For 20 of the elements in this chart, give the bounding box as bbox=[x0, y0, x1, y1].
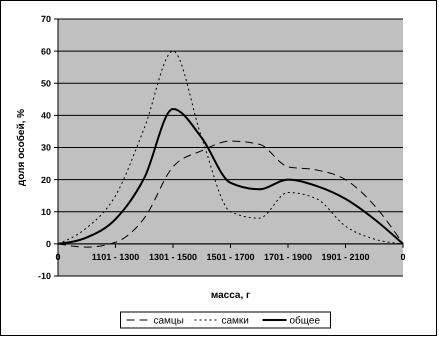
x-axis-title: масса, г bbox=[210, 290, 250, 301]
y-tick-label: 50 bbox=[40, 78, 51, 88]
x-tick-label: 1101 - 1300 bbox=[92, 252, 140, 262]
y-tick-label: 0 bbox=[46, 239, 51, 250]
x-tick-label: 1701 - 1900 bbox=[264, 252, 312, 262]
x-tick-label: 1301 - 1500 bbox=[148, 252, 198, 262]
legend-label: общее bbox=[290, 316, 320, 326]
y-axis-title: доля особей, % bbox=[16, 108, 27, 186]
y-tick-label: 60 bbox=[40, 46, 51, 56]
legend-label: самцы bbox=[154, 316, 184, 326]
y-tick-label: 40 bbox=[40, 110, 51, 121]
x-tick-label: 1501 - 1700 bbox=[206, 252, 255, 262]
legend-label: самки bbox=[222, 316, 249, 326]
y-tick-label: 30 bbox=[40, 142, 51, 153]
x-tick-label: 1901 - 2100 bbox=[321, 252, 370, 262]
y-tick-label: 20 bbox=[40, 174, 51, 185]
y-tick-label: 70 bbox=[40, 14, 51, 24]
y-tick-label: 10 bbox=[40, 206, 51, 217]
y-tick-label: -10 bbox=[38, 271, 51, 282]
x-tick-label: 0 bbox=[400, 252, 406, 262]
